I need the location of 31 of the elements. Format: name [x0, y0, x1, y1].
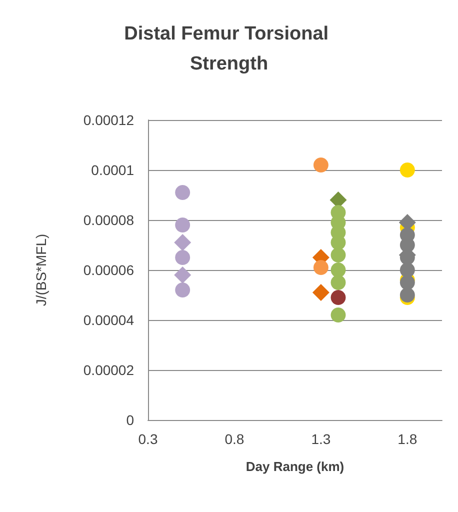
- point: [313, 158, 328, 172]
- point: [330, 262, 346, 278]
- point: [312, 284, 330, 301]
- y-tick-label: 0: [126, 412, 134, 428]
- point: [175, 250, 190, 265]
- point: [174, 234, 192, 251]
- x-axis-title: Day Range (km): [246, 459, 344, 474]
- x-tick-label: 0.3: [138, 431, 158, 447]
- x-tick-label: 1.3: [311, 431, 331, 447]
- point: [330, 248, 346, 262]
- y-tick-label: 0.0001: [91, 162, 134, 178]
- point: [330, 308, 346, 322]
- y-tick-label: 0.00008: [83, 212, 134, 228]
- point: [175, 282, 190, 298]
- y-tick-label: 0.00012: [83, 112, 134, 128]
- chart-title: Distal Femur Torsional Strength: [124, 24, 334, 74]
- point: [400, 262, 415, 278]
- point: [330, 275, 346, 290]
- point: [175, 185, 190, 200]
- y-tick-label: 0.00002: [83, 362, 134, 378]
- y-tick-label: 0.00004: [83, 312, 134, 328]
- x-tick-label: 1.8: [398, 431, 418, 447]
- point: [175, 218, 190, 232]
- point: [174, 266, 192, 284]
- point: [400, 162, 415, 178]
- point: [330, 290, 346, 305]
- y-tick-label: 0.00006: [83, 262, 134, 278]
- x-tick-label: 0.8: [224, 431, 244, 447]
- y-axis-title: J/(BS*MFL): [33, 234, 49, 306]
- point: [313, 260, 328, 275]
- point: [400, 275, 415, 290]
